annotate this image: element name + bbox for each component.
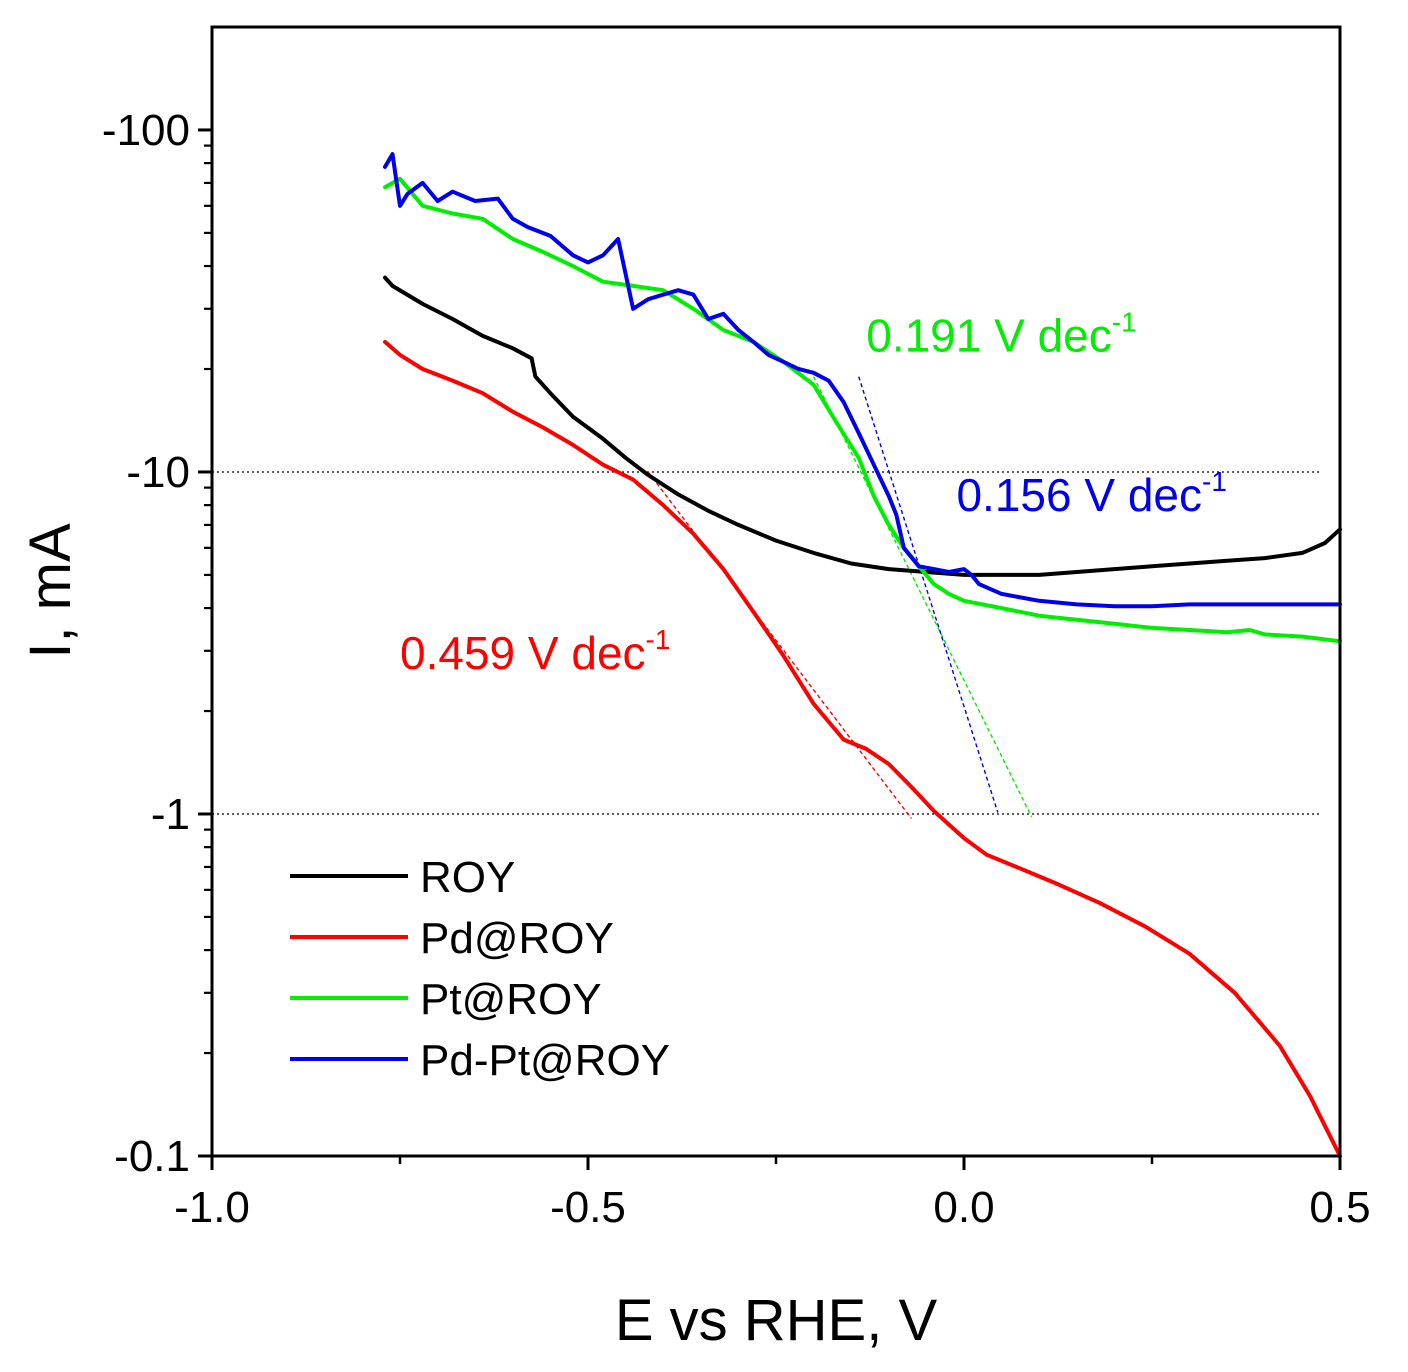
axis-ticks: -1.0 -0.5 0.0 0.5 -100 -10 -1 -0.1 — [102, 106, 1371, 1232]
series-line — [383, 275, 1342, 577]
fit-lines — [647, 376, 1033, 819]
reference-lines — [212, 471, 1322, 815]
x-axis-title: E vs RHE, V — [615, 1288, 938, 1353]
series-line — [383, 339, 1342, 1158]
legend-label: Pd@ROY — [420, 914, 614, 963]
legend: ROY Pd@ROY Pt@ROY Pd-Pt@ROY — [290, 853, 670, 1085]
y-tick-label: -100 — [102, 106, 190, 155]
annotation-superscript: -1 — [646, 624, 671, 655]
fit-line — [647, 471, 912, 819]
y-tick-label: -1 — [151, 790, 190, 839]
slope-annotation: 0.156 V dec-1 — [956, 466, 1226, 521]
x-tick-label: -1.0 — [174, 1183, 250, 1232]
series-line — [383, 176, 1342, 644]
annotation-superscript: -1 — [1112, 307, 1137, 338]
legend-label: Pd-Pt@ROY — [420, 1036, 670, 1085]
annotations: 0.459 V dec-1 0.191 V dec-1 0.156 V dec-1 — [400, 307, 1227, 680]
fit-line — [858, 376, 999, 813]
plot-frame — [210, 25, 1342, 1158]
slope-annotation: 0.459 V dec-1 — [400, 624, 670, 679]
slope-annotation: 0.191 V dec-1 — [866, 307, 1136, 362]
fit-line — [812, 376, 1033, 818]
legend-label: Pt@ROY — [420, 975, 602, 1024]
y-tick-label: -10 — [126, 448, 190, 497]
x-tick-label: -0.5 — [550, 1183, 626, 1232]
series-lines — [383, 152, 1342, 1158]
legend-label: ROY — [420, 853, 515, 902]
y-tick-label: -0.1 — [114, 1132, 190, 1181]
series-line — [383, 152, 1342, 609]
x-tick-label: 0.0 — [933, 1183, 994, 1232]
x-tick-label: 0.5 — [1309, 1183, 1370, 1232]
annotation-superscript: -1 — [1202, 466, 1227, 497]
y-axis-title: I, mA — [18, 523, 83, 659]
